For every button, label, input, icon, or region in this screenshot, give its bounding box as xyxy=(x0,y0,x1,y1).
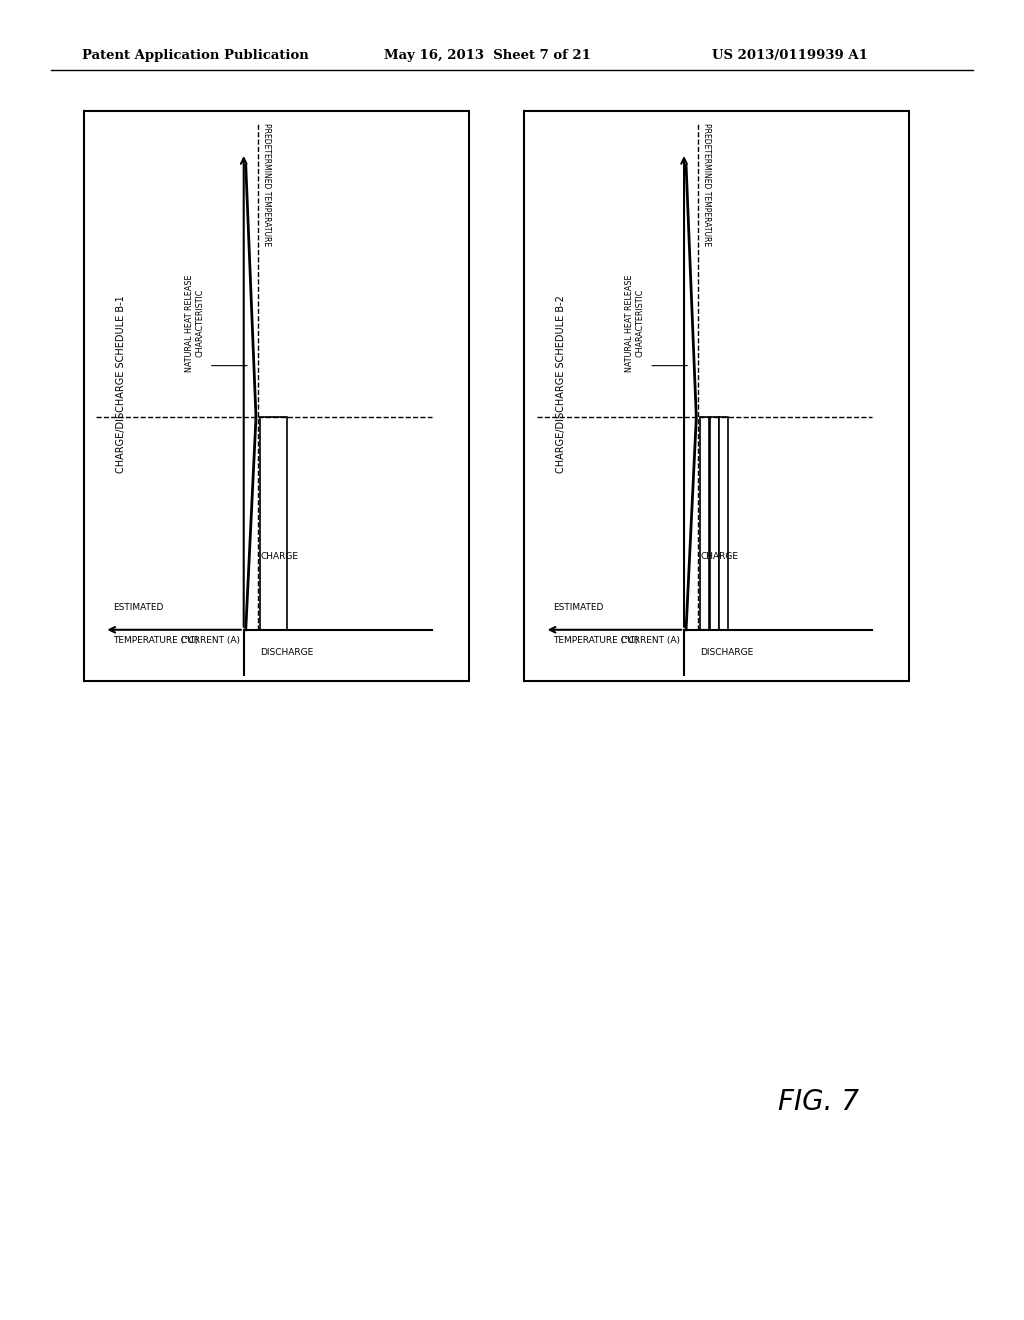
Text: TEMPERATURE (°C): TEMPERATURE (°C) xyxy=(553,636,638,645)
Text: Patent Application Publication: Patent Application Publication xyxy=(82,49,308,62)
Text: CHARGE: CHARGE xyxy=(700,552,738,561)
Text: DISCHARGE: DISCHARGE xyxy=(700,648,754,657)
Bar xyxy=(700,417,710,630)
Text: CHARGE: CHARGE xyxy=(260,552,298,561)
Text: ESTIMATED: ESTIMATED xyxy=(113,602,163,611)
Text: CURRENT (A): CURRENT (A) xyxy=(621,636,680,645)
Text: May 16, 2013  Sheet 7 of 21: May 16, 2013 Sheet 7 of 21 xyxy=(384,49,591,62)
Text: NATURAL HEAT RELEASE
CHARACTERISTIC: NATURAL HEAT RELEASE CHARACTERISTIC xyxy=(626,275,644,372)
Text: ESTIMATED: ESTIMATED xyxy=(553,602,603,611)
Text: NATURAL HEAT RELEASE
CHARACTERISTIC: NATURAL HEAT RELEASE CHARACTERISTIC xyxy=(185,275,204,372)
Text: PREDETERMINED TEMPERATURE: PREDETERMINED TEMPERATURE xyxy=(702,123,712,246)
Text: CHARGE/DISCHARGE SCHEDULE B-1: CHARGE/DISCHARGE SCHEDULE B-1 xyxy=(116,294,126,473)
Bar xyxy=(260,417,287,630)
Text: CHARGE/DISCHARGE SCHEDULE B-2: CHARGE/DISCHARGE SCHEDULE B-2 xyxy=(556,294,566,473)
Text: PREDETERMINED TEMPERATURE: PREDETERMINED TEMPERATURE xyxy=(262,123,271,246)
Bar xyxy=(719,417,728,630)
Text: FIG. 7: FIG. 7 xyxy=(778,1088,859,1117)
Text: CURRENT (A): CURRENT (A) xyxy=(180,636,240,645)
Text: TEMPERATURE (°C): TEMPERATURE (°C) xyxy=(113,636,198,645)
Text: US 2013/0119939 A1: US 2013/0119939 A1 xyxy=(712,49,867,62)
Bar xyxy=(710,417,719,630)
Text: DISCHARGE: DISCHARGE xyxy=(260,648,313,657)
